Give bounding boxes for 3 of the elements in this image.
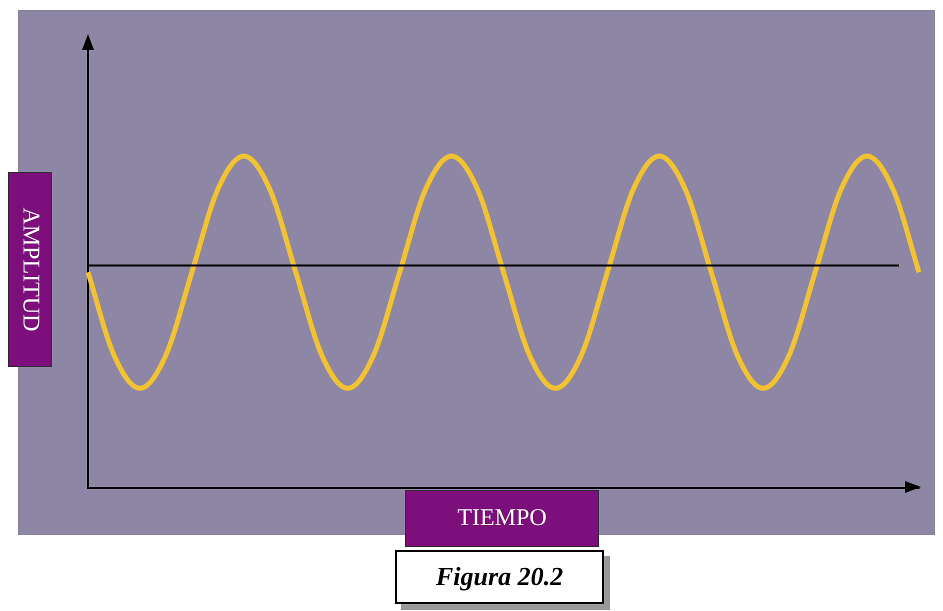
y-axis-title: AMPLITUD: [16, 208, 44, 332]
text: Figura 20.2: [395, 550, 604, 604]
x-axis-title: TIEMPO: [405, 490, 599, 547]
